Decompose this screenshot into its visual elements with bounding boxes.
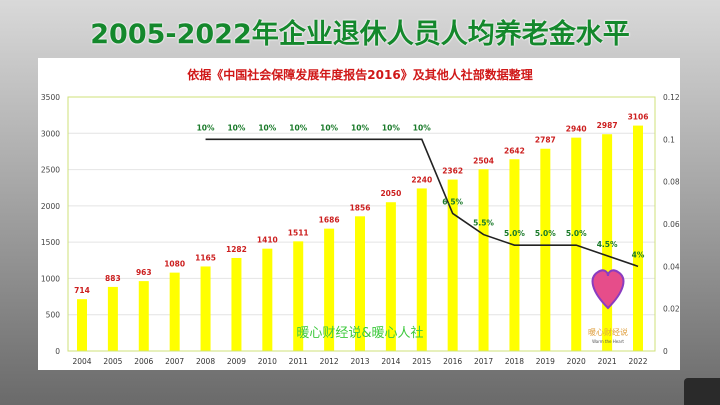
line-data-label: 5.5% [473,219,494,228]
watermark: 暖心财经说&暖心人社 [296,325,423,341]
bar [416,188,427,351]
line-data-label: 10% [413,123,431,132]
bar [200,266,211,351]
line-data-label: 5.0% [504,229,525,238]
line-series [205,138,639,268]
bar [509,159,520,351]
y-left-tick-label: 0 [55,347,60,356]
x-tick-label: 2007 [165,357,184,366]
bar-data-label: 2240 [411,175,432,184]
logo-text: 暖心财经说 [588,327,628,337]
x-tick-label: 2020 [567,357,586,366]
bar-data-label: 2940 [566,125,587,134]
bar-data-label: 3106 [628,113,649,122]
x-tick-label: 2022 [628,357,647,366]
bar [540,148,551,351]
y-right-tick-label: 0.12 [663,93,680,102]
y-right-tick-label: 0 [663,347,668,356]
y-right-tick-label: 0.02 [663,305,680,314]
bar-data-label: 1856 [350,203,371,212]
y-left-tick-label: 2000 [41,202,60,211]
page-title: 2005-2022年企业退休人员人均养老金水平 [90,19,630,50]
line-data-label: 10% [320,123,338,132]
line-data-label: 4.5% [597,240,618,249]
line-data-label: 10% [227,123,245,132]
bar [478,169,489,351]
bar-data-label: 2787 [535,136,556,145]
bar [385,202,396,351]
bar [602,134,613,351]
bar [77,299,87,351]
bar-data-label: 2362 [442,167,463,176]
bar [231,257,242,351]
y-left-tick-label: 1500 [41,238,60,247]
x-tick-label: 2014 [381,357,400,366]
logo-subtext: Warm the Heart [592,339,624,344]
bar [293,241,304,351]
bar [355,216,365,351]
bar-data-label: 883 [105,274,121,283]
logo: 暖心财经说 Warm the Heart [588,269,628,344]
line-data-label: 5.0% [566,229,587,238]
x-tick-label: 2010 [258,357,277,366]
bar-data-label: 2504 [473,156,494,165]
y-left-tick-label: 1000 [41,274,60,283]
bar-data-label: 1282 [226,245,247,254]
x-tick-label: 2016 [443,357,462,366]
corner-decoration [684,378,720,405]
bar-data-label: 1165 [195,253,216,262]
bar-data-label: 2050 [380,189,401,198]
x-tick-label: 2009 [227,357,246,366]
line-data-label: 10% [197,123,215,132]
bar [633,125,643,351]
y-right-tick-label: 0.06 [663,220,680,229]
x-tick-label: 2013 [350,357,369,366]
line-data-label: 4% [632,250,645,259]
bar [262,248,273,351]
bar [447,179,458,351]
x-tick-label: 2017 [474,357,493,366]
bar-data-label: 714 [74,286,90,295]
x-tick-label: 2004 [72,357,91,366]
x-tick-label: 2018 [505,357,524,366]
bar [324,228,335,351]
plot-border [67,96,656,352]
bar-data-label: 2642 [504,146,525,155]
x-tick-label: 2011 [289,357,308,366]
y-right-tick-label: 0.1 [663,135,675,144]
line-data-label: 10% [289,123,307,132]
x-tick-label: 2021 [598,357,617,366]
bar-data-label: 1080 [164,260,185,269]
bar-data-label: 963 [136,268,152,277]
bar [107,286,118,351]
bar-data-label: 1686 [319,216,340,225]
x-tick-label: 2005 [103,357,122,366]
y-left-tick-label: 3500 [41,93,60,102]
bar [138,281,149,351]
x-tick-label: 2019 [536,357,555,366]
line-data-label: 5.0% [535,229,556,238]
line-data-label: 10% [351,123,369,132]
bar-data-label: 1511 [288,228,309,237]
y-right-tick-label: 0.04 [663,262,680,271]
chart-subtitle: 依据《中国社会保障发展年度报告2016》及其他人社部数据整理 [187,67,532,82]
y-left-tick-label: 2500 [41,166,60,175]
bar-data-label: 2987 [597,121,618,130]
line-data-label: 10% [382,123,400,132]
bar [169,272,180,351]
y-right-tick-label: 0.08 [663,178,680,187]
heart-logo-icon [591,269,625,310]
line-data-label: 6.5% [442,197,463,206]
x-tick-label: 2012 [320,357,339,366]
y-left-tick-label: 3000 [41,129,60,138]
y-left-tick-label: 500 [46,311,61,320]
bar [571,137,582,351]
line-data-label: 10% [258,123,276,132]
x-tick-label: 2006 [134,357,153,366]
x-tick-label: 2015 [412,357,431,366]
x-tick-label: 2008 [196,357,215,366]
bar-data-label: 1410 [257,236,278,245]
